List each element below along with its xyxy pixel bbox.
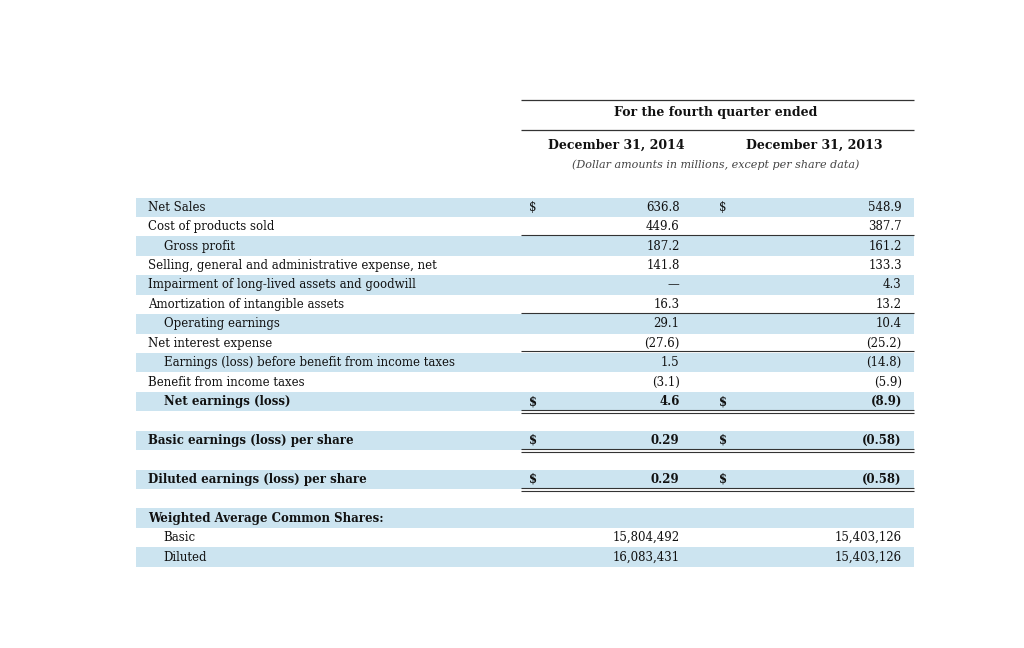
Text: $: $ [719, 201, 727, 214]
Text: $: $ [719, 395, 727, 408]
Text: December 31, 2014: December 31, 2014 [548, 139, 684, 152]
Text: (Dollar amounts in millions, except per share data): (Dollar amounts in millions, except per … [571, 160, 859, 170]
Text: 548.9: 548.9 [868, 201, 902, 214]
Text: Earnings (loss) before benefit from income taxes: Earnings (loss) before benefit from inco… [164, 356, 455, 369]
Bar [136, 392, 913, 411]
Text: 387.7: 387.7 [868, 220, 902, 233]
Text: 16,083,431: 16,083,431 [612, 551, 680, 564]
Text: 16.3: 16.3 [653, 298, 680, 311]
Bar [136, 431, 913, 450]
Text: 187.2: 187.2 [646, 240, 680, 253]
Text: (0.58): (0.58) [862, 473, 902, 486]
Text: Operating earnings: Operating earnings [164, 318, 280, 330]
Text: December 31, 2013: December 31, 2013 [746, 139, 883, 152]
Bar [136, 275, 913, 295]
Bar [136, 314, 913, 334]
Text: Basic: Basic [164, 531, 196, 544]
Text: Net interest expense: Net interest expense [147, 337, 272, 350]
Text: $: $ [719, 434, 727, 447]
Text: (25.2): (25.2) [866, 337, 902, 350]
Text: Diluted earnings (loss) per share: Diluted earnings (loss) per share [147, 473, 367, 486]
Text: 29.1: 29.1 [653, 318, 680, 330]
Text: Cost of products sold: Cost of products sold [147, 220, 274, 233]
Text: 0.29: 0.29 [651, 434, 680, 447]
Text: 133.3: 133.3 [868, 259, 902, 272]
Text: 4.6: 4.6 [659, 395, 680, 408]
Text: Amortization of intangible assets: Amortization of intangible assets [147, 298, 344, 311]
Bar [136, 509, 913, 528]
Text: Selling, general and administrative expense, net: Selling, general and administrative expe… [147, 259, 436, 272]
Text: 15,403,126: 15,403,126 [835, 551, 902, 564]
Text: $: $ [719, 473, 727, 486]
Text: Gross profit: Gross profit [164, 240, 234, 253]
Text: (8.9): (8.9) [870, 395, 902, 408]
Text: Diluted: Diluted [164, 551, 207, 564]
Text: 161.2: 161.2 [868, 240, 902, 253]
Text: 15,403,126: 15,403,126 [835, 531, 902, 544]
Bar [136, 353, 913, 373]
Bar [136, 470, 913, 489]
Text: $: $ [528, 201, 537, 214]
Text: Net earnings (loss): Net earnings (loss) [164, 395, 290, 408]
Text: (0.58): (0.58) [862, 434, 902, 447]
Text: Impairment of long-lived assets and goodwill: Impairment of long-lived assets and good… [147, 279, 416, 292]
Text: (27.6): (27.6) [644, 337, 680, 350]
Text: 1.5: 1.5 [660, 356, 680, 369]
Text: 10.4: 10.4 [876, 318, 902, 330]
Text: 636.8: 636.8 [646, 201, 680, 214]
Text: $: $ [528, 473, 537, 486]
Bar [136, 198, 913, 217]
Text: Benefit from income taxes: Benefit from income taxes [147, 376, 304, 389]
Text: 449.6: 449.6 [646, 220, 680, 233]
Text: (14.8): (14.8) [866, 356, 902, 369]
Text: 13.2: 13.2 [876, 298, 902, 311]
Text: For the fourth quarter ended: For the fourth quarter ended [613, 106, 817, 119]
Text: 4.3: 4.3 [883, 279, 902, 292]
Text: 0.29: 0.29 [651, 473, 680, 486]
Text: (3.1): (3.1) [651, 376, 680, 389]
Bar [136, 237, 913, 256]
Text: Net Sales: Net Sales [147, 201, 206, 214]
Text: (5.9): (5.9) [873, 376, 902, 389]
Text: —: — [668, 279, 680, 292]
Text: $: $ [528, 395, 537, 408]
Bar [136, 548, 913, 567]
Text: 141.8: 141.8 [646, 259, 680, 272]
Text: Basic earnings (loss) per share: Basic earnings (loss) per share [147, 434, 353, 447]
Text: $: $ [528, 434, 537, 447]
Text: Weighted Average Common Shares:: Weighted Average Common Shares: [147, 512, 383, 525]
Text: 15,804,492: 15,804,492 [612, 531, 680, 544]
